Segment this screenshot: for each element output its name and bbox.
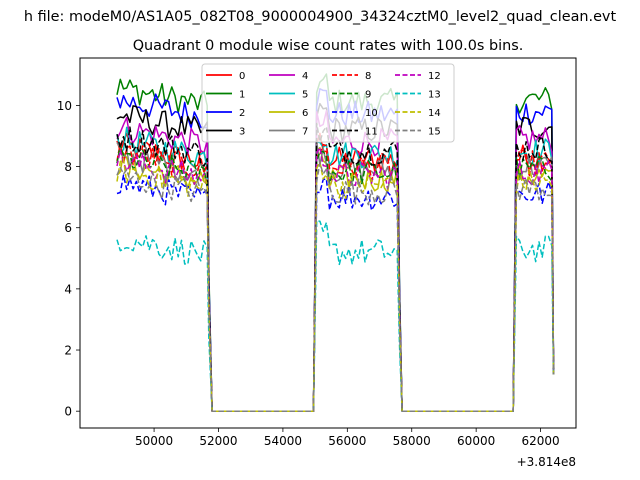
plot-frame (79, 57, 577, 429)
legend-label-2: 2 (239, 108, 245, 119)
x-tick-label: 54000 (264, 434, 302, 448)
legend-label-13: 13 (428, 90, 441, 101)
chart-title: Quadrant 0 module wise count rates with … (133, 38, 524, 54)
legend-label-3: 3 (239, 127, 245, 138)
legend-label-0: 0 (239, 71, 245, 82)
legend-label-14: 14 (428, 108, 441, 119)
x-axis-offset-label: +3.814e8 (517, 455, 576, 469)
legend-label-15: 15 (428, 127, 441, 138)
y-tick-label: 0 (64, 405, 72, 419)
series-line-13 (116, 220, 555, 412)
y-tick-label: 8 (64, 160, 72, 174)
legend-label-8: 8 (365, 71, 371, 82)
legend-label-6: 6 (302, 108, 308, 119)
y-tick-label: 6 (64, 221, 72, 235)
x-tick-label: 60000 (457, 434, 495, 448)
y-tick-label: 2 (64, 344, 72, 358)
x-tick-label: 50000 (135, 434, 173, 448)
legend-label-5: 5 (302, 90, 308, 101)
legend-label-1: 1 (239, 90, 245, 101)
y-tick-label: 10 (57, 99, 72, 113)
legend-label-12: 12 (428, 71, 441, 82)
x-tick-label: 62000 (521, 434, 559, 448)
x-tick-label: 56000 (328, 434, 366, 448)
legend-label-7: 7 (302, 127, 308, 138)
x-tick-label: 58000 (393, 434, 431, 448)
figure-suptitle: h file: modeM0/AS1A05_082T08_9000004900_… (24, 9, 617, 25)
y-tick-label: 4 (64, 282, 72, 296)
legend-label-10: 10 (365, 108, 378, 119)
x-tick-label: 52000 (199, 434, 237, 448)
x-axis: 50000 52000 54000 56000 58000 60000 62000 (135, 428, 560, 448)
legend-label-4: 4 (302, 71, 308, 82)
series-line-14 (116, 158, 555, 412)
series-line-15 (116, 162, 555, 412)
legend-frame (201, 63, 455, 143)
legend-label-11: 11 (365, 127, 378, 138)
legend-label-9: 9 (365, 90, 371, 101)
y-axis: 0 2 4 6 8 10 (57, 99, 80, 419)
